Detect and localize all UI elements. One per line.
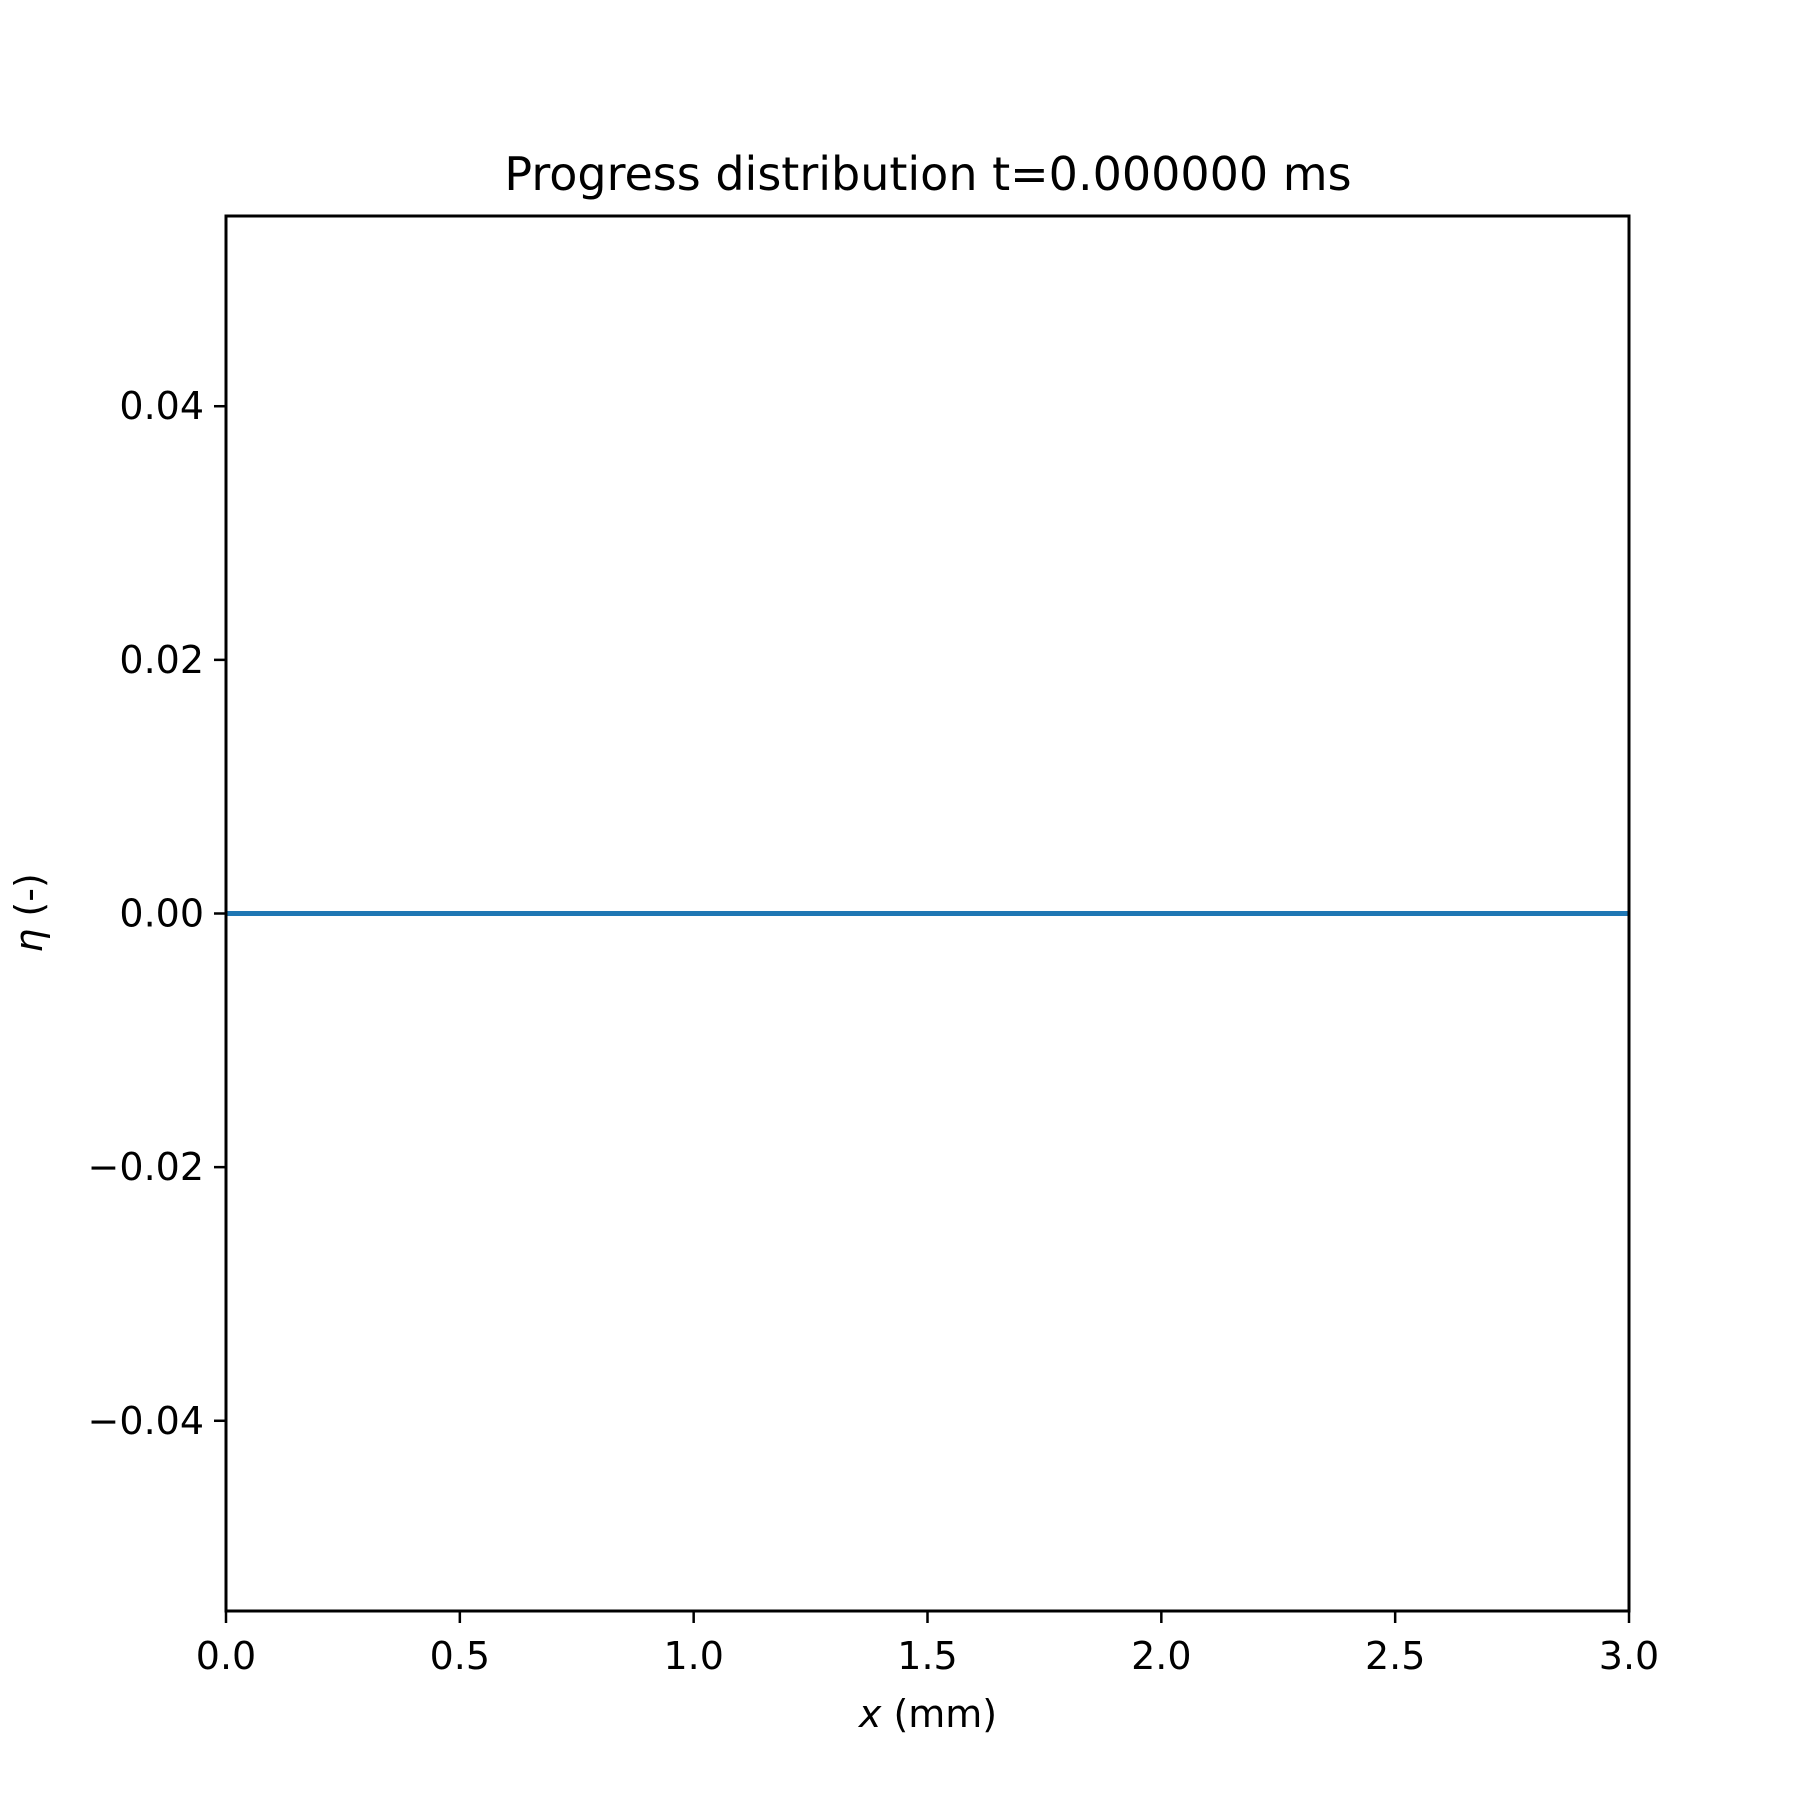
x-tick-label: 0.5 xyxy=(430,1634,490,1678)
x-axis-label-unit: (mm) xyxy=(881,1692,997,1736)
x-tick-label: 1.0 xyxy=(663,1634,723,1678)
y-axis-ticks: 0.04 0.02 0.00 −0.02 −0.04 xyxy=(88,384,226,1443)
y-axis-label-variable: η xyxy=(7,929,51,953)
y-tick-label: −0.04 xyxy=(88,1399,204,1443)
x-axis-label: x (mm) xyxy=(858,1692,997,1736)
chart-title: Progress distribution t=0.000000 ms xyxy=(504,147,1351,201)
y-tick-label: 0.00 xyxy=(119,892,204,936)
y-tick-label: −0.02 xyxy=(88,1145,204,1189)
y-tick-label: 0.02 xyxy=(119,638,204,682)
y-tick-label: 0.04 xyxy=(119,384,204,428)
x-axis-label-variable: x xyxy=(858,1692,882,1736)
x-tick-label: 2.0 xyxy=(1131,1634,1191,1678)
x-tick-label: 0.0 xyxy=(196,1634,256,1678)
x-tick-label: 1.5 xyxy=(897,1634,957,1678)
x-tick-label: 2.5 xyxy=(1365,1634,1425,1678)
x-axis-ticks: 0.0 0.5 1.0 1.5 2.0 2.5 3.0 xyxy=(196,1611,1659,1678)
y-axis-label-unit: (-) xyxy=(7,873,51,928)
y-axis-label: η (-) xyxy=(7,873,51,953)
x-tick-label: 3.0 xyxy=(1599,1634,1659,1678)
axes-frame xyxy=(224,214,1631,1613)
